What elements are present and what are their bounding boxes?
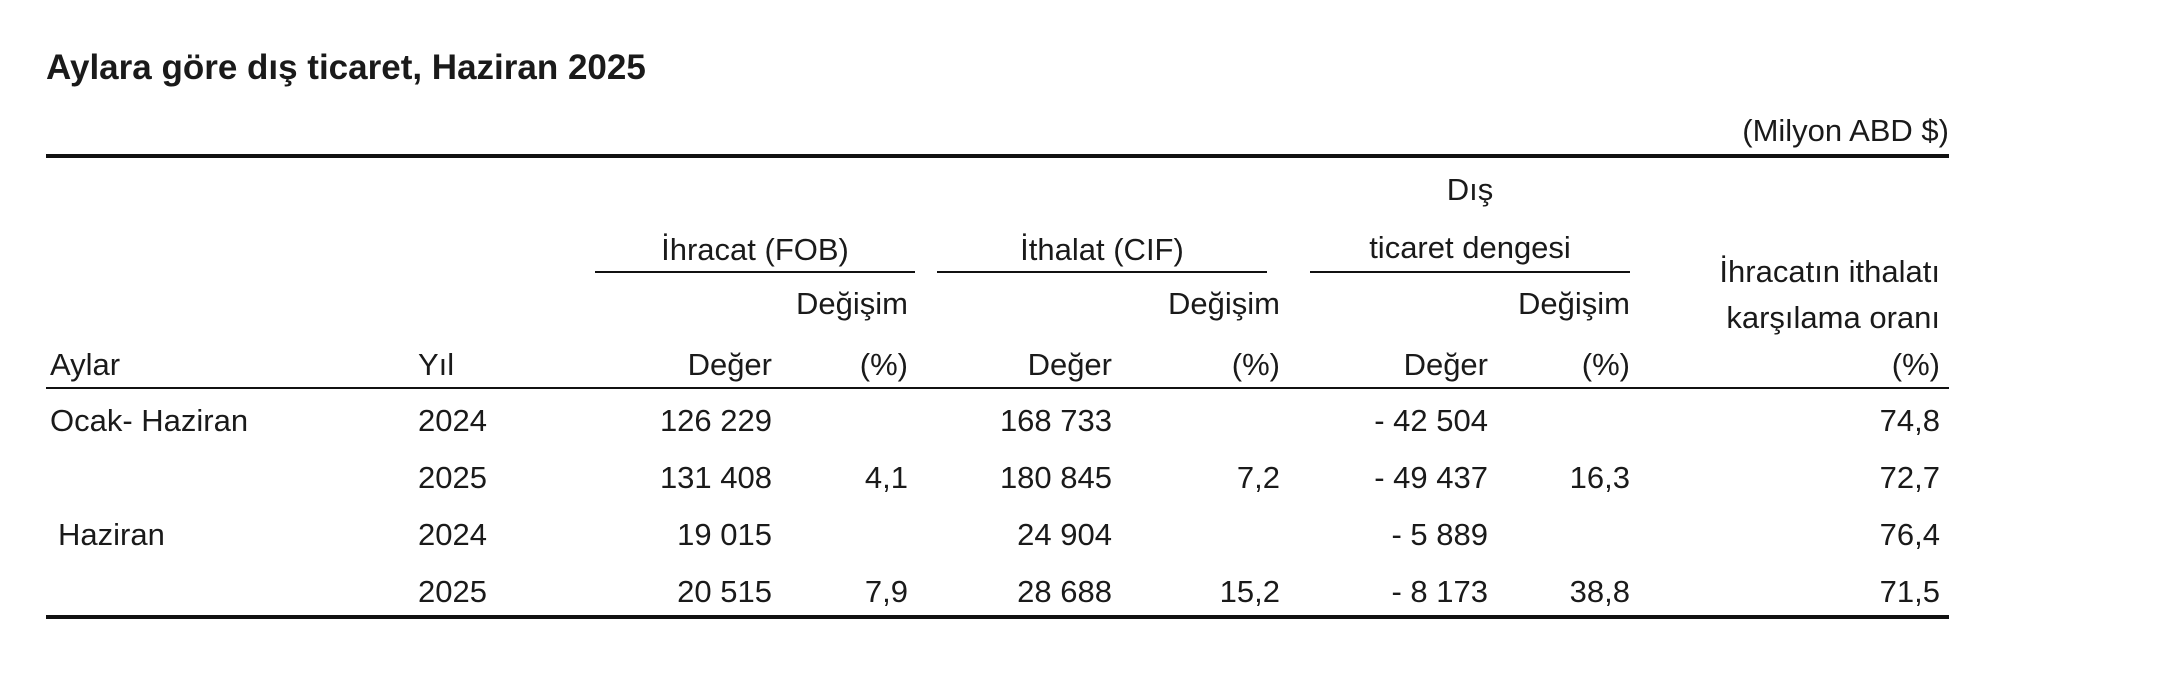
row-month: Ocak- Haziran: [50, 403, 249, 438]
export-group-header: İhracat (FOB): [661, 232, 849, 267]
row-coverage: 76,4: [1879, 517, 1940, 552]
row-year: 2025: [418, 460, 487, 495]
balance-value-header: Değer: [1403, 347, 1488, 382]
row-balance-value: - 42 504: [1374, 403, 1488, 438]
row-balance-value: - 5 889: [1391, 517, 1488, 552]
year-column-header: Yıl: [418, 347, 455, 382]
row-export-value: 20 515: [677, 574, 772, 609]
bottom-rule: [46, 615, 1949, 619]
row-coverage: 72,7: [1879, 460, 1940, 495]
row-export-change: 4,1: [864, 460, 908, 495]
row-import-change: 7,2: [1236, 460, 1280, 495]
row-coverage: 71,5: [1879, 574, 1940, 609]
row-coverage: 74,8: [1879, 403, 1940, 438]
import-value-header: Değer: [1027, 347, 1112, 382]
import-pct-header: (%): [1231, 347, 1280, 382]
row-year: 2024: [418, 517, 487, 552]
row-export-value: 126 229: [659, 403, 772, 438]
balance-group-header-line1: Dış: [1446, 172, 1494, 207]
coverage-header-line2: karşılama oranı: [1726, 300, 1940, 335]
export-group-rule: [595, 271, 915, 273]
row-year: 2025: [418, 574, 487, 609]
export-change-label: Değişim: [796, 286, 908, 321]
row-month: Haziran: [58, 517, 165, 552]
row-import-value: 24 904: [1017, 517, 1112, 552]
row-import-value: 168 733: [999, 403, 1112, 438]
export-value-header: Değer: [687, 347, 772, 382]
row-export-value: 19 015: [677, 517, 772, 552]
coverage-pct-header: (%): [1891, 347, 1940, 382]
import-change-label: Değişim: [1168, 286, 1280, 321]
row-export-value: 131 408: [659, 460, 772, 495]
row-export-change: 7,9: [864, 574, 908, 609]
row-balance-value: - 49 437: [1374, 460, 1488, 495]
unit-label: (Milyon ABD $): [1742, 113, 1949, 148]
balance-group-header-line2: ticaret dengesi: [1369, 230, 1571, 265]
import-group-rule: [937, 271, 1267, 273]
row-import-value: 180 845: [999, 460, 1112, 495]
coverage-header-line1: İhracatın ithalatı: [1719, 254, 1940, 289]
balance-pct-header: (%): [1581, 347, 1630, 382]
table-title: Aylara göre dış ticaret, Haziran 2025: [46, 48, 646, 87]
export-pct-header: (%): [859, 347, 908, 382]
row-year: 2024: [418, 403, 487, 438]
balance-group-rule: [1310, 271, 1630, 273]
import-group-header: İthalat (CIF): [1020, 232, 1184, 267]
row-balance-value: - 8 173: [1391, 574, 1488, 609]
months-column-header: Aylar: [50, 347, 121, 382]
row-import-value: 28 688: [1017, 574, 1112, 609]
header-rule: [46, 387, 1949, 389]
row-balance-change: 16,3: [1569, 460, 1630, 495]
balance-change-label: Değişim: [1518, 286, 1630, 321]
top-rule: [46, 154, 1949, 158]
row-import-change: 15,2: [1219, 574, 1280, 609]
row-balance-change: 38,8: [1569, 574, 1630, 609]
